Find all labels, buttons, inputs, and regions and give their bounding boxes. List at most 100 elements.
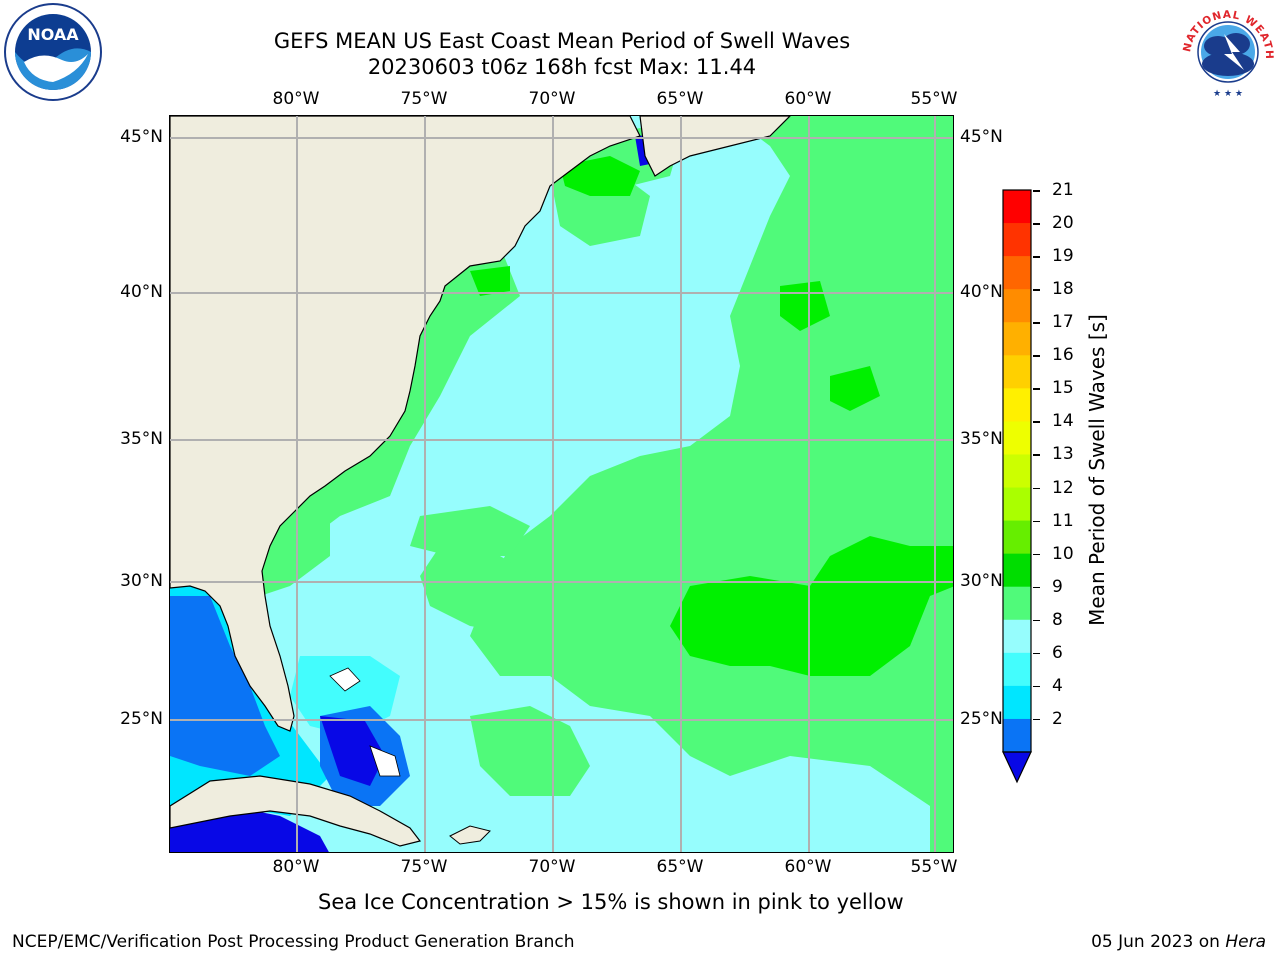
colorbar-tick-label: 11 xyxy=(1052,510,1074,531)
land-cuba xyxy=(170,775,422,847)
land-bahamas xyxy=(369,745,401,777)
colorbar-svg xyxy=(1002,189,1032,784)
colorbar-tick-mark xyxy=(1033,190,1040,192)
sea-ice-caption: Sea Ice Concentration > 15% is shown in … xyxy=(318,890,904,914)
colorbar-tick-mark xyxy=(1033,718,1040,721)
colorbar-tick-label: 12 xyxy=(1052,477,1074,498)
colorbar-bin xyxy=(1003,322,1031,356)
chart-subtitle: 20230603 t06z 168h fcst Max: 11.44 xyxy=(367,55,757,79)
chart-title: GEFS MEAN US East Coast Mean Period of S… xyxy=(273,29,851,53)
lat-label-right: 25°N xyxy=(960,709,1003,729)
lon-label-bottom: 80°W xyxy=(272,857,320,877)
colorbar xyxy=(1002,188,1034,784)
colorbar-bin xyxy=(1003,289,1031,323)
lon-label-top: 65°W xyxy=(656,89,704,109)
contour-10-11 xyxy=(560,156,640,196)
colorbar-bin xyxy=(1003,454,1031,489)
colorbar-tick-label: 6 xyxy=(1052,642,1063,663)
colorbar-tick-label: 16 xyxy=(1052,345,1074,366)
colorbar-tick-label: 21 xyxy=(1052,180,1074,200)
colorbar-tick-mark xyxy=(1033,289,1040,291)
land-hispaniola xyxy=(449,825,491,845)
colorbar-tick-label: 2 xyxy=(1052,708,1063,729)
colorbar-tick-mark xyxy=(1033,256,1040,258)
contour-10-11 xyxy=(830,366,880,411)
colorbar-label: Mean Period of Swell Waves [s] xyxy=(1085,314,1109,626)
colorbar-tick-mark xyxy=(1033,388,1040,390)
colorbar-tick-mark xyxy=(1033,652,1040,655)
colorbar-bin xyxy=(1003,256,1031,290)
contour-2-4 xyxy=(170,596,280,776)
colorbar-bin xyxy=(1003,520,1031,555)
colorbar-tick-label: 15 xyxy=(1052,378,1074,399)
colorbar-tick-mark xyxy=(1033,685,1040,688)
colorbar-tick-mark xyxy=(1033,322,1040,324)
colorbar-bin xyxy=(1003,190,1031,224)
colorbar-tick-mark xyxy=(1033,223,1040,225)
colorbar-bin xyxy=(1003,223,1031,257)
colorbar-tick-label: 14 xyxy=(1052,411,1074,432)
colorbar-tick-mark xyxy=(1033,586,1040,589)
colorbar-tick-mark xyxy=(1033,421,1040,423)
footer-date-text: 05 Jun 2023 on xyxy=(1091,932,1226,952)
colorbar-tick-mark xyxy=(1033,454,1040,456)
lon-label-bottom: 55°W xyxy=(910,857,958,877)
lat-label-right: 35°N xyxy=(960,429,1003,449)
colorbar-bin xyxy=(1003,652,1031,687)
colorbar-bin xyxy=(1003,388,1031,422)
lat-label-left: 45°N xyxy=(120,127,163,147)
footer-host: Hera xyxy=(1225,932,1266,952)
footer-credit: NCEP/EMC/Verification Post Processing Pr… xyxy=(12,932,575,952)
nws-logo: NATIONAL WEATHER SERVICE ★ ★ ★ xyxy=(1173,0,1278,100)
colorbar-bin xyxy=(1003,718,1031,753)
colorbar-tick-label: 18 xyxy=(1052,279,1074,300)
colorbar-tick-label: 8 xyxy=(1052,609,1063,630)
contour-9-10 xyxy=(420,546,590,646)
colorbar-tick-label: 4 xyxy=(1052,675,1063,696)
lon-label-bottom: 60°W xyxy=(784,857,832,877)
land-north-america xyxy=(170,116,641,732)
lon-label-bottom: 70°W xyxy=(528,857,576,877)
lon-label-top: 70°W xyxy=(528,89,576,109)
colorbar-tick-label: 20 xyxy=(1052,213,1074,234)
contour-10-11 xyxy=(470,266,510,296)
colorbar-tick-label: 10 xyxy=(1052,543,1074,564)
colorbar-bin xyxy=(1003,685,1031,720)
footer-date: 05 Jun 2023 on Hera xyxy=(1091,932,1266,952)
map-canvas xyxy=(170,116,953,852)
lon-label-top: 75°W xyxy=(400,89,448,109)
noaa-logo-text: NOAA xyxy=(27,25,79,44)
lat-label-right: 40°N xyxy=(960,282,1003,302)
land-bahamas xyxy=(329,667,361,692)
colorbar-tick-label: 13 xyxy=(1052,444,1074,465)
lat-label-left: 30°N xyxy=(120,571,163,591)
lat-label-right: 45°N xyxy=(960,127,1003,147)
colorbar-bin xyxy=(1003,355,1031,389)
lat-label-left: 40°N xyxy=(120,282,163,302)
lat-label-right: 30°N xyxy=(960,571,1003,591)
colorbar-under-arrow xyxy=(1002,751,1032,784)
colorbar-tick-mark xyxy=(1033,487,1040,490)
colorbar-bin xyxy=(1003,421,1031,455)
colorbar-tick-label: 17 xyxy=(1052,312,1074,333)
lat-label-left: 35°N xyxy=(120,429,163,449)
colorbar-bin xyxy=(1003,487,1031,522)
lon-label-bottom: 65°W xyxy=(656,857,704,877)
colorbar-tick-label: 19 xyxy=(1052,246,1074,267)
colorbar-tick-mark xyxy=(1033,520,1040,523)
colorbar-tick-label: 9 xyxy=(1052,576,1063,597)
contour-lt2 xyxy=(320,716,385,786)
noaa-logo: NOAA xyxy=(2,2,104,102)
swell-period-map xyxy=(169,115,954,853)
contour-9-10 xyxy=(470,706,590,796)
colorbar-bin xyxy=(1003,553,1031,588)
colorbar-bin xyxy=(1003,619,1031,654)
colorbar-outline xyxy=(1002,189,1032,753)
graticule xyxy=(170,116,953,852)
colorbar-tick-mark xyxy=(1033,619,1040,622)
land-nova-scotia xyxy=(639,116,791,177)
colorbar-tick-mark xyxy=(1033,355,1040,357)
lon-label-top: 60°W xyxy=(784,89,832,109)
lon-label-top: 55°W xyxy=(910,89,958,109)
nws-stars: ★ ★ ★ xyxy=(1213,89,1243,99)
